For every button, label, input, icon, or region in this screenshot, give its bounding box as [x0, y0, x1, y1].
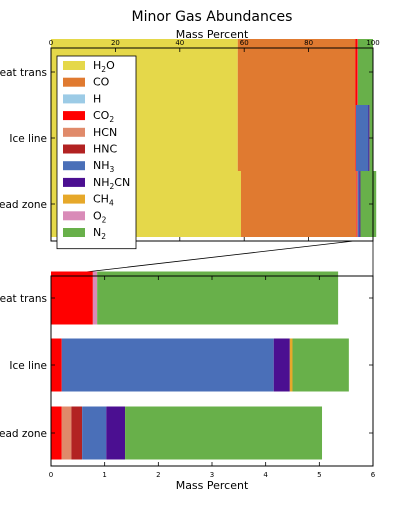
bar-dead-zone-nh2cn	[106, 406, 126, 460]
category-label-dead-zone: Dead zone	[0, 428, 47, 440]
legend-label-nh2cn: NH2CN	[93, 176, 130, 191]
bar-heat-trans-o2	[92, 271, 98, 325]
x-tick-label: 1	[102, 471, 106, 479]
zoom-line-left	[50, 240, 354, 277]
bar-ice-line-nh3	[61, 338, 274, 392]
bar-heat-trans-n2	[357, 39, 373, 105]
bar-ice-line-nh2cn	[368, 105, 370, 171]
bar-dead-zone-co2	[356, 171, 357, 237]
x-tick-label: 5	[317, 471, 321, 479]
bottom-panel: Heat trans Ice line Dead zone 0 1 2 3 4 5 6	[0, 271, 376, 479]
category-label-ice-line: Ice line	[9, 360, 47, 372]
legend-label-h: H	[93, 92, 101, 105]
bar-dead-zone-hcn	[61, 406, 72, 460]
legend-label-hnc: HNC	[93, 143, 118, 156]
legend-swatch-nh3	[63, 161, 85, 171]
top-x-axis-title: Mass Percent	[176, 28, 249, 41]
x-tick-label: 0	[49, 471, 53, 479]
legend-label-o2: O2	[93, 209, 107, 224]
category-label-heat-trans: Heat trans	[0, 293, 47, 305]
category-label-ice-line: Ice line	[9, 133, 47, 145]
legend-swatch-h	[63, 94, 85, 104]
bar-ice-line-co2	[51, 338, 62, 392]
bar-ice-line-co	[237, 105, 356, 171]
x-tick-label: 100	[366, 39, 379, 47]
x-tick-label: 0	[49, 39, 53, 47]
bar-heat-trans-co	[237, 39, 356, 105]
bar-ice-line-nh3	[355, 105, 369, 171]
bar-dead-zone-n2	[360, 171, 377, 237]
bar-heat-trans-n2	[97, 271, 339, 325]
legend-label-co2: CO2	[93, 109, 114, 124]
bar-ice-line-co2	[355, 105, 356, 171]
bar-dead-zone-n2	[125, 406, 323, 460]
bar-dead-zone-nh3	[82, 406, 107, 460]
plot-frame	[50, 47, 374, 242]
x-tick-label: 3	[210, 471, 214, 479]
legend-swatch-n2	[63, 228, 85, 237]
x-tick-label: 4	[263, 471, 268, 479]
legend-swatch-ch4	[63, 194, 85, 204]
bar-dead-zone-hnc	[71, 406, 83, 460]
bar-ice-line-ch4	[289, 338, 293, 392]
x-tick-label: 2	[156, 471, 160, 479]
legend-label-hcn: HCN	[93, 126, 117, 139]
bar-ice-line-n2	[292, 338, 349, 392]
bar-dead-zone-co	[240, 171, 357, 237]
legend-swatch-co	[63, 77, 85, 87]
legend-swatch-hnc	[63, 144, 85, 154]
x-tick-label: 80	[304, 39, 313, 47]
zoom-connector-lines	[50, 240, 374, 277]
legend-label-n2: N2	[93, 226, 106, 241]
chart-title: Minor Gas Abundances	[132, 9, 293, 25]
bar-heat-trans-co2	[51, 271, 93, 325]
bar-heat-trans-co2	[355, 39, 358, 105]
bar-ice-line-nh2cn	[273, 338, 290, 392]
legend-label-ch4: CH4	[93, 193, 114, 208]
x-tick-label: 6	[371, 471, 376, 479]
x-tick-label: 40	[175, 39, 184, 47]
legend-swatch-h2o	[63, 61, 85, 70]
legend-label-nh3: NH3	[93, 159, 115, 174]
legend-swatch-o2	[63, 211, 85, 221]
legend-label-co: CO	[93, 76, 110, 89]
category-label-dead-zone: Dead zone	[0, 199, 47, 211]
bottom-x-axis-title: Mass Percent	[176, 479, 249, 492]
legend-label-h2o: H2O	[93, 59, 115, 74]
x-tick-label: 20	[111, 39, 120, 47]
category-label-heat-trans: Heat trans	[0, 67, 47, 79]
legend-swatch-nh2cn	[63, 177, 85, 187]
legend-swatch-hcn	[63, 127, 85, 137]
bar-dead-zone-nh3	[357, 171, 360, 237]
legend-swatch-co2	[63, 111, 85, 121]
bar-dead-zone-co2	[51, 406, 62, 460]
bar-dead-zone-nh2cn	[359, 171, 361, 237]
x-tick-label: 60	[240, 39, 249, 47]
